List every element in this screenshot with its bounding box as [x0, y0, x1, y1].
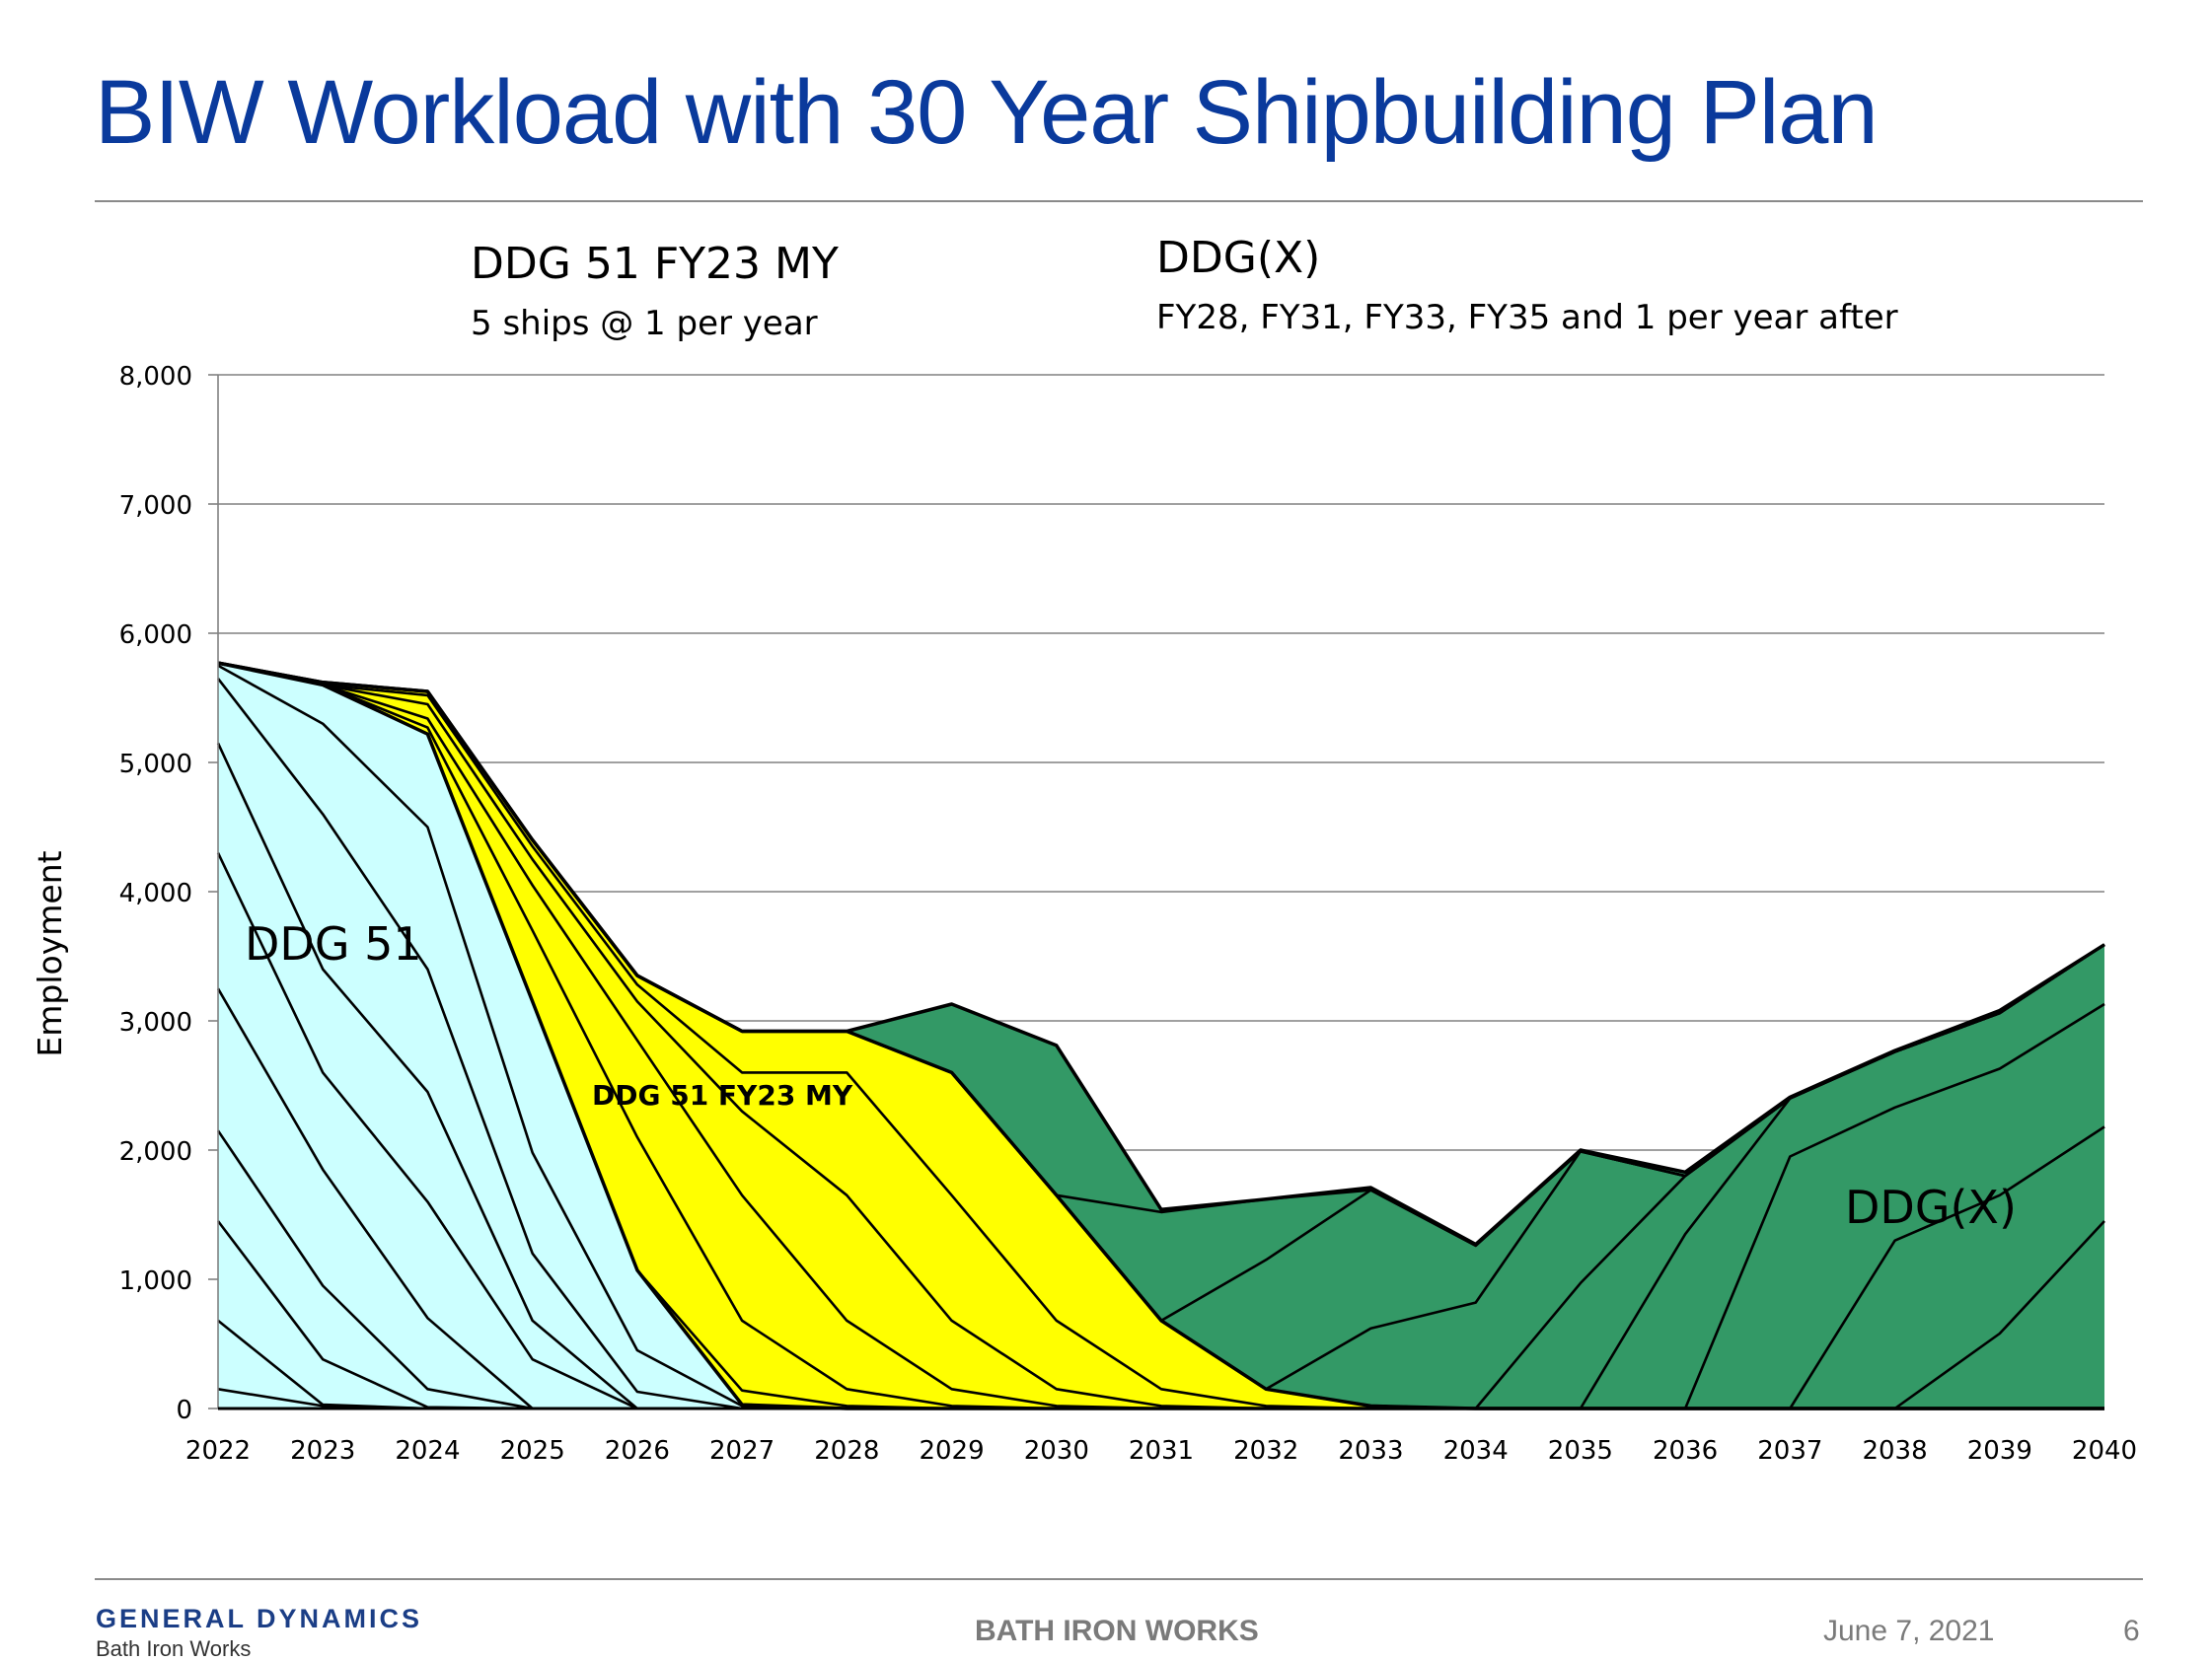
- title-divider: [95, 200, 2143, 202]
- x-tick-label: 2027: [709, 1436, 774, 1466]
- y-tick-label: 4,000: [119, 879, 192, 908]
- annotation-ddg51-fy23-my: DDG 51 FY23 MY: [592, 1079, 853, 1112]
- y-tick-label: 6,000: [119, 620, 192, 650]
- y-tick-label: 3,000: [119, 1008, 192, 1038]
- y-tick-label: 1,000: [119, 1266, 192, 1296]
- x-tick-label: 2029: [919, 1436, 984, 1466]
- footer-company: BATH IRON WORKS: [975, 1615, 1259, 1647]
- x-tick-label: 2025: [500, 1436, 565, 1466]
- x-tick-label: 2037: [1757, 1436, 1822, 1466]
- header-ddg51-fy23-subtitle: 5 ships @ 1 per year: [471, 304, 818, 343]
- header-ddg51-fy23-title: DDG 51 FY23 MY: [471, 239, 839, 289]
- x-tick-label: 2038: [1862, 1436, 1927, 1466]
- x-tick-label: 2030: [1024, 1436, 1089, 1466]
- x-tick-label: 2040: [2072, 1436, 2137, 1466]
- x-tick-label: 2032: [1233, 1436, 1298, 1466]
- ddgx-ship-line: [217, 661, 2105, 1247]
- footer-divider: [95, 1578, 2143, 1580]
- y-tick-label: 7,000: [119, 491, 192, 521]
- x-tick-label: 2039: [1967, 1436, 2032, 1466]
- x-tick-label: 2034: [1443, 1436, 1509, 1466]
- x-tick-label: 2028: [814, 1436, 879, 1466]
- employment-area-chart: 0 1,000 2,000 3,000 4,000 5,000 6,000 7,000 8,00…: [31, 362, 2137, 1466]
- y-axis-label: Employment: [31, 850, 69, 1056]
- x-tick-label: 2035: [1548, 1436, 1613, 1466]
- x-tick-label: 2022: [185, 1436, 251, 1466]
- x-tick-label: 2031: [1129, 1436, 1194, 1466]
- annotation-ddgx: DDG(X): [1845, 1181, 2017, 1234]
- page-number: 6: [2123, 1615, 2140, 1647]
- y-tick-label: 0: [176, 1396, 192, 1425]
- x-tick-label: 2033: [1338, 1436, 1403, 1466]
- x-tick-label: 2036: [1653, 1436, 1718, 1466]
- header-ddgx-title: DDG(X): [1156, 233, 1321, 283]
- general-dynamics-logo: GENERAL DYNAMICS: [96, 1604, 423, 1633]
- bath-iron-works-logo-subtitle: Bath Iron Works: [96, 1636, 252, 1661]
- x-tick-label: 2023: [290, 1436, 355, 1466]
- y-tick-label: 5,000: [119, 750, 192, 779]
- x-tick-label: 2026: [605, 1436, 670, 1466]
- y-tick-label: 8,000: [119, 362, 192, 392]
- y-tick-label: 2,000: [119, 1137, 192, 1167]
- footer-date: June 7, 2021: [1823, 1615, 1995, 1647]
- fy23my-area: [218, 663, 2104, 1409]
- annotation-ddg51: DDG 51: [245, 917, 422, 971]
- header-ddgx-subtitle: FY28, FY31, FY33, FY35 and 1 per year af…: [1156, 298, 1898, 337]
- ddg51-area: [218, 663, 2104, 1409]
- x-tick-label: 2024: [395, 1436, 460, 1466]
- slide-title: BIW Workload with 30 Year Shipbuilding P…: [95, 62, 1879, 163]
